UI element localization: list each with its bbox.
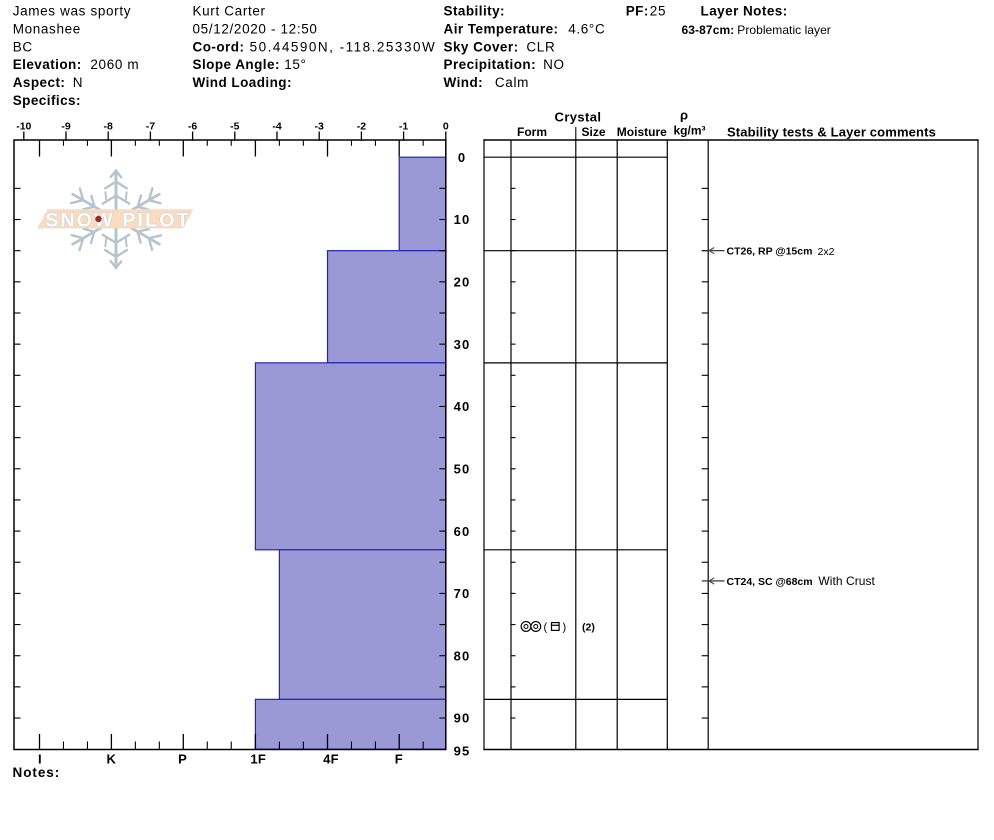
svg-text:-10: -10 <box>16 120 31 132</box>
svg-text:80: 80 <box>454 648 471 663</box>
svg-text:-1: -1 <box>399 120 408 132</box>
svg-text:40: 40 <box>454 399 471 414</box>
svg-text:Precipitation:: Precipitation: <box>444 57 537 72</box>
svg-text:Wind:: Wind: <box>444 75 484 90</box>
svg-text:(2): (2) <box>582 621 595 633</box>
svg-text:Specifics:: Specifics: <box>13 93 81 108</box>
svg-text:): ) <box>563 621 567 633</box>
svg-text:-8: -8 <box>104 120 113 132</box>
svg-text:Crystal: Crystal <box>555 110 602 125</box>
svg-text:-3: -3 <box>315 120 324 132</box>
svg-text:N: N <box>73 75 83 90</box>
svg-text:15°: 15° <box>284 57 306 72</box>
svg-text:90: 90 <box>454 711 471 726</box>
svg-text:Sky Cover:: Sky Cover: <box>444 39 519 54</box>
svg-text:F: F <box>395 752 403 767</box>
svg-text:1F: 1F <box>250 752 266 767</box>
svg-text:-5: -5 <box>230 120 239 132</box>
svg-text:50.44590N, -118.25330W: 50.44590N, -118.25330W <box>250 39 437 54</box>
svg-text:50: 50 <box>454 461 471 476</box>
svg-text:95: 95 <box>454 743 471 758</box>
svg-text:ρ: ρ <box>680 108 688 123</box>
svg-text:Calm: Calm <box>495 75 529 90</box>
svg-text:60: 60 <box>454 524 471 539</box>
svg-text:P: P <box>178 752 187 767</box>
svg-text:-7: -7 <box>146 120 155 132</box>
svg-text:Monashee: Monashee <box>13 21 81 36</box>
svg-text:Aspect:: Aspect: <box>13 75 66 90</box>
svg-text:-9: -9 <box>61 120 70 132</box>
svg-text:(: ( <box>544 621 548 633</box>
svg-text:70: 70 <box>454 586 471 601</box>
svg-text:-4: -4 <box>272 120 281 132</box>
svg-text:Air Temperature:: Air Temperature: <box>444 21 559 36</box>
svg-text:James was sporty: James was sporty <box>13 4 131 19</box>
svg-text:Slope Angle:: Slope Angle: <box>193 57 280 72</box>
svg-text:Moisture: Moisture <box>617 125 667 139</box>
svg-text:2x2: 2x2 <box>818 246 835 258</box>
svg-text:4.6°C: 4.6°C <box>568 21 605 36</box>
svg-text:25: 25 <box>650 4 666 19</box>
svg-text:4F: 4F <box>323 752 339 767</box>
svg-text:kg/m³: kg/m³ <box>673 124 705 138</box>
svg-text:-6: -6 <box>188 120 197 132</box>
svg-text:-2: -2 <box>357 120 366 132</box>
svg-text:10: 10 <box>454 212 471 227</box>
svg-text:Layer Notes:: Layer Notes: <box>701 4 788 19</box>
svg-text:With Crust: With Crust <box>818 574 875 588</box>
svg-text:05/12/2020 - 12:50: 05/12/2020 - 12:50 <box>193 21 318 36</box>
svg-text:CT26, RP @15cm: CT26, RP @15cm <box>727 246 813 258</box>
svg-text:Elevation:: Elevation: <box>13 57 82 72</box>
svg-text:0: 0 <box>443 120 449 132</box>
svg-text:SNOW PILOT: SNOW PILOT <box>45 209 191 231</box>
svg-text:Stability:: Stability: <box>444 4 506 19</box>
svg-text:Form: Form <box>517 125 547 139</box>
svg-text:CT24, SC @68cm: CT24, SC @68cm <box>727 576 813 588</box>
svg-text:K: K <box>107 752 117 767</box>
svg-text:Stability tests & Layer commen: Stability tests & Layer comments <box>727 125 936 140</box>
svg-text:63-87cm:: 63-87cm: <box>682 23 735 37</box>
svg-text:Problematic layer: Problematic layer <box>737 23 831 37</box>
svg-text:I: I <box>38 752 42 767</box>
svg-text:NO: NO <box>543 57 565 72</box>
svg-text:PF:: PF: <box>626 4 649 19</box>
svg-text:Co-ord:: Co-ord: <box>193 39 245 54</box>
svg-text:30: 30 <box>454 337 471 352</box>
svg-text:Size: Size <box>581 125 605 139</box>
svg-text:Kurt Carter: Kurt Carter <box>193 4 266 19</box>
svg-text:2060 m: 2060 m <box>90 57 139 72</box>
svg-text:Wind Loading:: Wind Loading: <box>193 75 292 90</box>
svg-text:CLR: CLR <box>526 39 555 54</box>
svg-text:Notes:: Notes: <box>13 765 61 780</box>
svg-text:0: 0 <box>458 150 466 165</box>
svg-text:BC: BC <box>13 39 33 54</box>
svg-text:20: 20 <box>454 275 471 290</box>
